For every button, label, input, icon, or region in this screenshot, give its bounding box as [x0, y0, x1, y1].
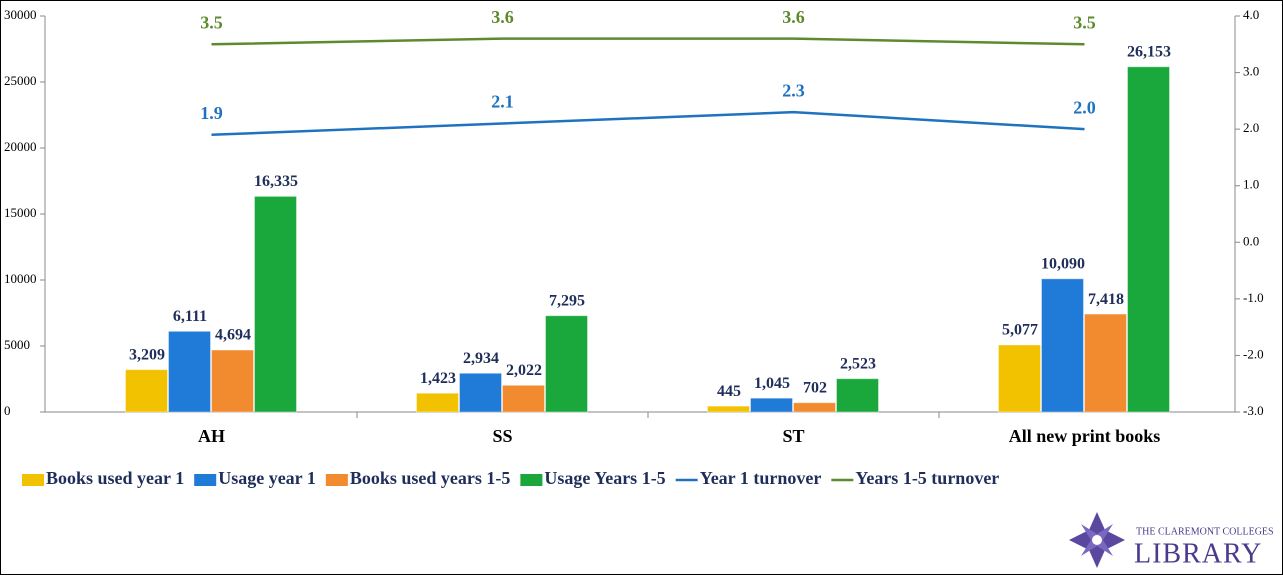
data-label: 4,694 — [215, 327, 251, 344]
data-label: 2.1 — [491, 92, 514, 112]
data-label: 1,423 — [420, 370, 456, 387]
bar — [416, 392, 459, 413]
legend-label: Years 1-5 turnover — [855, 468, 999, 488]
data-label: 3,209 — [129, 346, 165, 363]
data-label: 445 — [717, 383, 741, 400]
y-tick-label: 5000 — [4, 337, 30, 352]
x-tick-label: ST — [782, 426, 804, 446]
y2-tick-label: -2.0 — [1243, 346, 1264, 361]
bar — [545, 315, 588, 413]
data-label: 3.6 — [491, 7, 514, 27]
legend-label: Usage year 1 — [218, 468, 316, 488]
data-label: 10,090 — [1041, 255, 1085, 272]
bar — [502, 384, 545, 413]
bar — [168, 330, 211, 413]
bar — [998, 344, 1041, 413]
data-label: 16,335 — [254, 173, 298, 190]
bar — [254, 195, 297, 413]
y2-tick-label: -1.0 — [1243, 290, 1264, 305]
data-label: 2.3 — [782, 80, 805, 100]
data-label: 6,111 — [173, 308, 207, 325]
bar — [125, 369, 168, 413]
data-label: 26,153 — [1127, 43, 1171, 60]
data-label: 7,418 — [1088, 291, 1124, 308]
data-label: 702 — [803, 379, 827, 396]
bar — [793, 402, 836, 413]
data-label: 1,045 — [754, 375, 790, 392]
y-tick-label: 20000 — [4, 139, 37, 154]
legend-label: Books used year 1 — [46, 468, 184, 488]
data-label: 3.5 — [200, 12, 223, 32]
y2-tick-label: 2.0 — [1243, 120, 1259, 135]
bar — [1084, 313, 1127, 413]
data-label: 2,934 — [463, 350, 499, 367]
y2-tick-label: 3.0 — [1243, 64, 1259, 79]
data-label: 2.0 — [1073, 97, 1096, 117]
y-tick-label: 25000 — [4, 73, 37, 88]
logo-mark — [1069, 512, 1125, 568]
legend-swatch — [194, 474, 217, 486]
data-label: 1.9 — [200, 103, 223, 123]
y2-tick-label: 0.0 — [1243, 233, 1259, 248]
bar — [1127, 66, 1170, 413]
data-label: 7,295 — [549, 292, 585, 309]
bar — [1041, 278, 1084, 413]
x-tick-label: SS — [492, 426, 512, 446]
y2-tick-label: 1.0 — [1243, 177, 1259, 192]
logo-line1: THE CLAREMONT COLLEGES — [1136, 526, 1274, 537]
data-label: 2,022 — [506, 362, 542, 379]
x-tick-label: All new print books — [1009, 426, 1161, 446]
legend-swatch — [520, 474, 543, 486]
data-label: 3.6 — [782, 7, 805, 27]
data-label: 5,077 — [1002, 322, 1038, 339]
bar — [750, 397, 793, 413]
data-label: 2,523 — [840, 355, 876, 372]
data-label: 3.5 — [1073, 12, 1096, 32]
y2-tick-label: 4.0 — [1243, 7, 1259, 22]
bar — [836, 378, 879, 413]
y-tick-label: 15000 — [4, 205, 37, 220]
legend-swatch — [22, 474, 44, 486]
y-tick-label: 30000 — [4, 7, 37, 22]
legend-swatch — [325, 474, 348, 486]
y-tick-label: 10000 — [4, 271, 37, 286]
y-tick-label: 0 — [4, 403, 11, 418]
legend-label: Usage Years 1-5 — [544, 468, 665, 488]
line — [211, 110, 1085, 137]
logo: THE CLAREMONT COLLEGES LIBRARY — [1069, 512, 1274, 569]
logo-line2: LIBRARY — [1134, 538, 1262, 569]
bar — [459, 372, 502, 413]
bar — [211, 349, 254, 413]
x-tick-label: AH — [198, 426, 225, 446]
y2-tick-label: -3.0 — [1243, 403, 1264, 418]
bar — [707, 405, 750, 413]
legend-label: Year 1 turnover — [700, 468, 822, 488]
legend-label: Books used years 1-5 — [350, 468, 511, 488]
line — [211, 37, 1085, 46]
